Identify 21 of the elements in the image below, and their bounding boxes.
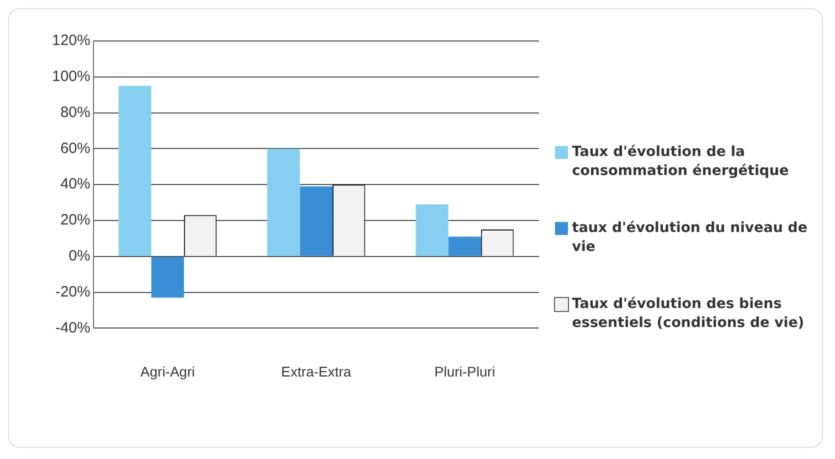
y-tick-label: -40% xyxy=(55,319,90,336)
y-tick-label: 80% xyxy=(60,104,90,121)
x-tick-label: Extra-Extra xyxy=(281,363,352,380)
x-tick-label: Agri-Agri xyxy=(140,363,195,380)
y-tick-label: 20% xyxy=(60,212,90,229)
y-tick-label: -20% xyxy=(55,283,90,300)
bar xyxy=(416,204,448,256)
bar xyxy=(267,148,300,256)
y-tick-label: 120% xyxy=(52,32,90,50)
legend-label: Taux d'évolution des biens essentiels (conditions de vie) xyxy=(572,295,806,333)
y-tick-label: 100% xyxy=(52,68,90,86)
legend-label: Taux d'évolution de la consommation énergétique xyxy=(572,143,790,181)
bar xyxy=(118,86,152,256)
bar xyxy=(151,256,184,298)
x-tick-label: Pluri-Pluri xyxy=(434,363,496,380)
bar xyxy=(300,186,333,256)
y-tick-label: 0% xyxy=(68,248,90,265)
y-tick-label: 40% xyxy=(60,176,90,193)
y-tick-label: 60% xyxy=(60,140,90,157)
legend-label: taux d'évolution du niveau de vie xyxy=(572,219,808,257)
bar xyxy=(448,236,482,256)
